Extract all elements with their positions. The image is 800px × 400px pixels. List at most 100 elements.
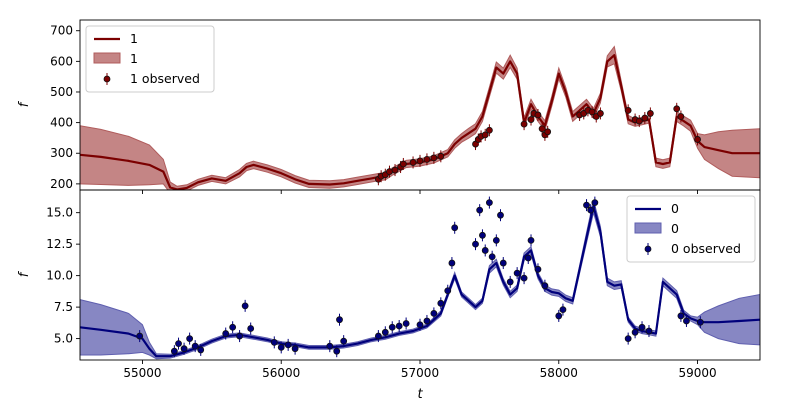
observed-point [555, 312, 563, 320]
observed-point [437, 152, 445, 160]
x-tick-label: 57000 [401, 366, 439, 380]
y-tick-label: 5.0 [54, 332, 73, 346]
observed-point [646, 110, 654, 117]
top-panel: 200 300 400 500 600 700 f 1 1 1 observed [17, 19, 761, 194]
observed-point [583, 201, 590, 209]
observed-point [485, 199, 493, 206]
observed-point [597, 110, 604, 117]
observed-point [588, 108, 596, 116]
observed-point [381, 328, 389, 336]
observed-point [409, 159, 417, 166]
observed-point [499, 259, 507, 267]
y-tick-label: 15.0 [46, 206, 73, 220]
y-axis-label: f [17, 100, 32, 107]
observed-point [236, 332, 243, 340]
observed-point [481, 247, 489, 254]
observed-point [538, 125, 546, 133]
observed-point [641, 114, 649, 122]
observed-point [191, 342, 199, 350]
y-tick-label: 400 [50, 116, 73, 130]
legend-points-label: 0 observed [671, 241, 741, 256]
legend-line-label: 0 [671, 201, 679, 216]
legend-box [85, 25, 215, 93]
legend-band-swatch [93, 52, 121, 64]
observed-point [624, 106, 632, 114]
y-tick-label: 300 [50, 146, 73, 160]
observed-point [402, 320, 410, 327]
legend-point-swatch [103, 75, 111, 83]
x-tick-label: 58000 [540, 366, 578, 380]
legend-band-swatch [634, 222, 662, 234]
observed-point [374, 332, 382, 340]
y-tick-label: 200 [50, 177, 73, 191]
observed-point [437, 299, 445, 307]
observed-point [180, 345, 188, 353]
legend-box [626, 195, 756, 263]
observed-point [485, 126, 493, 134]
observed-point [291, 345, 299, 353]
plot-area [80, 45, 760, 190]
observed-point [527, 236, 535, 244]
x-tick-label: 56000 [262, 366, 300, 380]
observed-point [399, 160, 407, 168]
observed-point [430, 310, 438, 317]
observed-point [197, 346, 205, 354]
observed-point [430, 154, 438, 162]
observed-point [423, 317, 431, 325]
observed-point [673, 105, 681, 113]
observed-point [388, 323, 396, 331]
observed-point [416, 157, 424, 165]
observed-point [186, 335, 194, 342]
observed-point [520, 120, 528, 128]
observed-point [241, 302, 249, 310]
observed-point [247, 325, 255, 332]
bottom-panel: 5.0 7.5 10.0 12.5 15.0 55000 56000 57000 58000 59… [17, 189, 761, 380]
observed-point [683, 317, 690, 325]
legend-band-label: 0 [671, 221, 679, 236]
observed-point [677, 312, 685, 320]
observed-point [472, 240, 479, 248]
observed-point [333, 347, 341, 355]
observed-point [229, 323, 237, 331]
observed-point [520, 274, 528, 282]
y-tick-label: 12.5 [46, 237, 73, 251]
observed-point [635, 117, 643, 125]
x-tick-label: 59000 [678, 366, 716, 380]
legend-band-label: 1 [130, 51, 138, 66]
legend: 1 1 1 observed [85, 25, 215, 93]
y-tick-label: 500 [50, 85, 73, 99]
observed-point [284, 341, 292, 349]
y-axis-label: f [17, 270, 32, 277]
observed-point [416, 321, 424, 329]
observed-point [340, 337, 348, 345]
observed-point [395, 322, 403, 330]
observed-point [479, 231, 486, 239]
observed-point [175, 340, 182, 348]
observed-point [476, 206, 484, 214]
observed-point [497, 211, 504, 219]
observed-point [488, 253, 496, 261]
observed-point [386, 168, 393, 176]
observed-point [506, 278, 514, 286]
x-tick-label: 55000 [123, 366, 161, 380]
y-tick-label: 600 [50, 54, 73, 68]
observed-point [222, 330, 230, 337]
observed-point [451, 224, 459, 232]
observed-point [136, 332, 144, 340]
y-tick-label: 10.0 [46, 269, 73, 283]
observed-point [524, 254, 532, 262]
observed-point [448, 259, 456, 267]
observed-point [326, 342, 334, 350]
observed-point [534, 111, 542, 119]
observed-point [270, 338, 278, 346]
observed-point [638, 323, 646, 331]
legend-point-swatch [644, 245, 652, 253]
observed-point [170, 347, 178, 355]
observed-point [336, 316, 343, 324]
observed-point [534, 265, 542, 273]
observed-point [677, 113, 685, 120]
observed-point [444, 287, 452, 295]
observed-point [541, 282, 549, 290]
observed-point [423, 155, 431, 163]
